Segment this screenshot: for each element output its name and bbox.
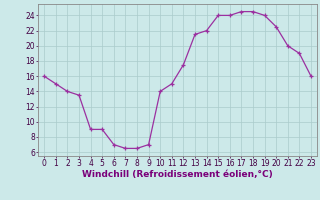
X-axis label: Windchill (Refroidissement éolien,°C): Windchill (Refroidissement éolien,°C)	[82, 170, 273, 179]
